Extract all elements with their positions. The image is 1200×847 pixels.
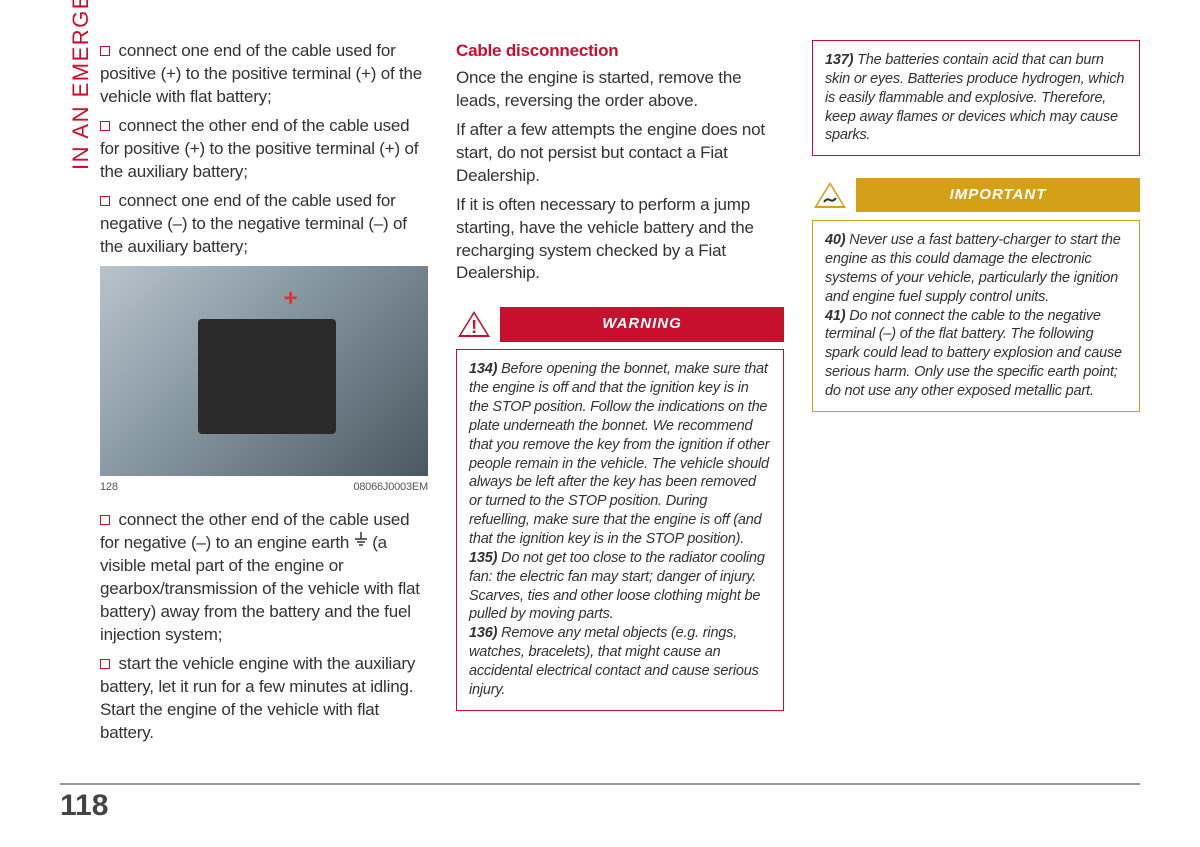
column-3: 137) The batteries contain acid that can… (812, 40, 1140, 807)
warning-number: 134) (469, 361, 497, 377)
warning-item: 135) Do not get too close to the radiato… (469, 550, 765, 623)
warning-header: ! WARNING (456, 307, 784, 341)
bullet-item: connect one end of the cable used for po… (100, 40, 428, 109)
engine-bay-figure: + (100, 266, 428, 476)
warning-number: 137) (825, 52, 853, 68)
warning-box: 137) The batteries contain acid that can… (812, 40, 1140, 156)
bullet-item: connect the other end of the cable used … (100, 509, 428, 647)
important-number: 41) (825, 308, 845, 324)
bullet-text: connect one end of the cable used for po… (100, 41, 422, 106)
manual-page: IN AN EMERGENCY connect one end of the c… (0, 0, 1200, 847)
figure-code: 08066J0003EM (353, 480, 428, 495)
warning-text: Before opening the bonnet, make sure tha… (469, 361, 769, 547)
body-text: Once the engine is started, remove the l… (456, 67, 784, 113)
important-title: IMPORTANT (856, 178, 1140, 212)
warning-triangle-icon: ! (456, 309, 492, 339)
warning-box: 134) Before opening the bonnet, make sur… (456, 349, 784, 710)
important-number: 40) (825, 232, 845, 248)
positive-terminal-icon: + (284, 283, 302, 301)
body-text: If it is often necessary to perform a ju… (456, 194, 784, 286)
warning-text: The batteries contain acid that can burn… (825, 52, 1124, 143)
bullet-icon (100, 515, 110, 525)
bullet-item: connect one end of the cable used for ne… (100, 190, 428, 259)
body-text: If after a few attempts the engine does … (456, 119, 784, 188)
warning-text: Do not get too close to the radiator coo… (469, 550, 765, 623)
important-text: Never use a fast battery-charger to star… (825, 232, 1121, 305)
page-divider (60, 783, 1140, 785)
bullet-text: start the vehicle engine with the auxili… (100, 654, 415, 742)
warning-text: Remove any metal objects (e.g. rings, wa… (469, 625, 759, 698)
important-box: 40) Never use a fast battery-charger to … (812, 220, 1140, 412)
figure-number: 128 (100, 480, 118, 495)
bullet-item: start the vehicle engine with the auxili… (100, 653, 428, 745)
warning-item: 137) The batteries contain acid that can… (825, 52, 1124, 143)
earth-ground-icon (354, 532, 368, 555)
warning-number: 136) (469, 625, 497, 641)
important-item: 40) Never use a fast battery-charger to … (825, 232, 1121, 305)
bullet-icon (100, 196, 110, 206)
bullet-text: connect one end of the cable used for ne… (100, 191, 407, 256)
bullet-item: connect the other end of the cable used … (100, 115, 428, 184)
column-1: connect one end of the cable used for po… (100, 40, 428, 807)
warning-item: 134) Before opening the bonnet, make sur… (469, 361, 769, 547)
subsection-heading: Cable disconnection (456, 40, 784, 63)
important-item: 41) Do not connect the cable to the nega… (825, 308, 1122, 399)
important-triangle-icon (812, 180, 848, 210)
important-header: IMPORTANT (812, 178, 1140, 212)
warning-number: 135) (469, 550, 497, 566)
section-label: IN AN EMERGENCY (68, 0, 94, 170)
important-text: Do not connect the cable to the negative… (825, 308, 1122, 399)
bullet-icon (100, 659, 110, 669)
figure-caption: 128 08066J0003EM (100, 480, 428, 495)
bullet-icon (100, 46, 110, 56)
bullet-icon (100, 121, 110, 131)
svg-text:!: ! (471, 317, 477, 337)
warning-item: 136) Remove any metal objects (e.g. ring… (469, 625, 759, 698)
warning-title: WARNING (500, 307, 784, 341)
page-number: 118 (60, 789, 108, 823)
bullet-text: connect the other end of the cable used … (100, 116, 418, 181)
column-2: Cable disconnection Once the engine is s… (456, 40, 784, 807)
